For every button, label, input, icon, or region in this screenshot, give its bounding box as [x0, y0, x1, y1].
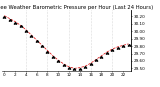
Title: Milwaukee Weather Barometric Pressure per Hour (Last 24 Hours): Milwaukee Weather Barometric Pressure pe… [0, 5, 154, 10]
